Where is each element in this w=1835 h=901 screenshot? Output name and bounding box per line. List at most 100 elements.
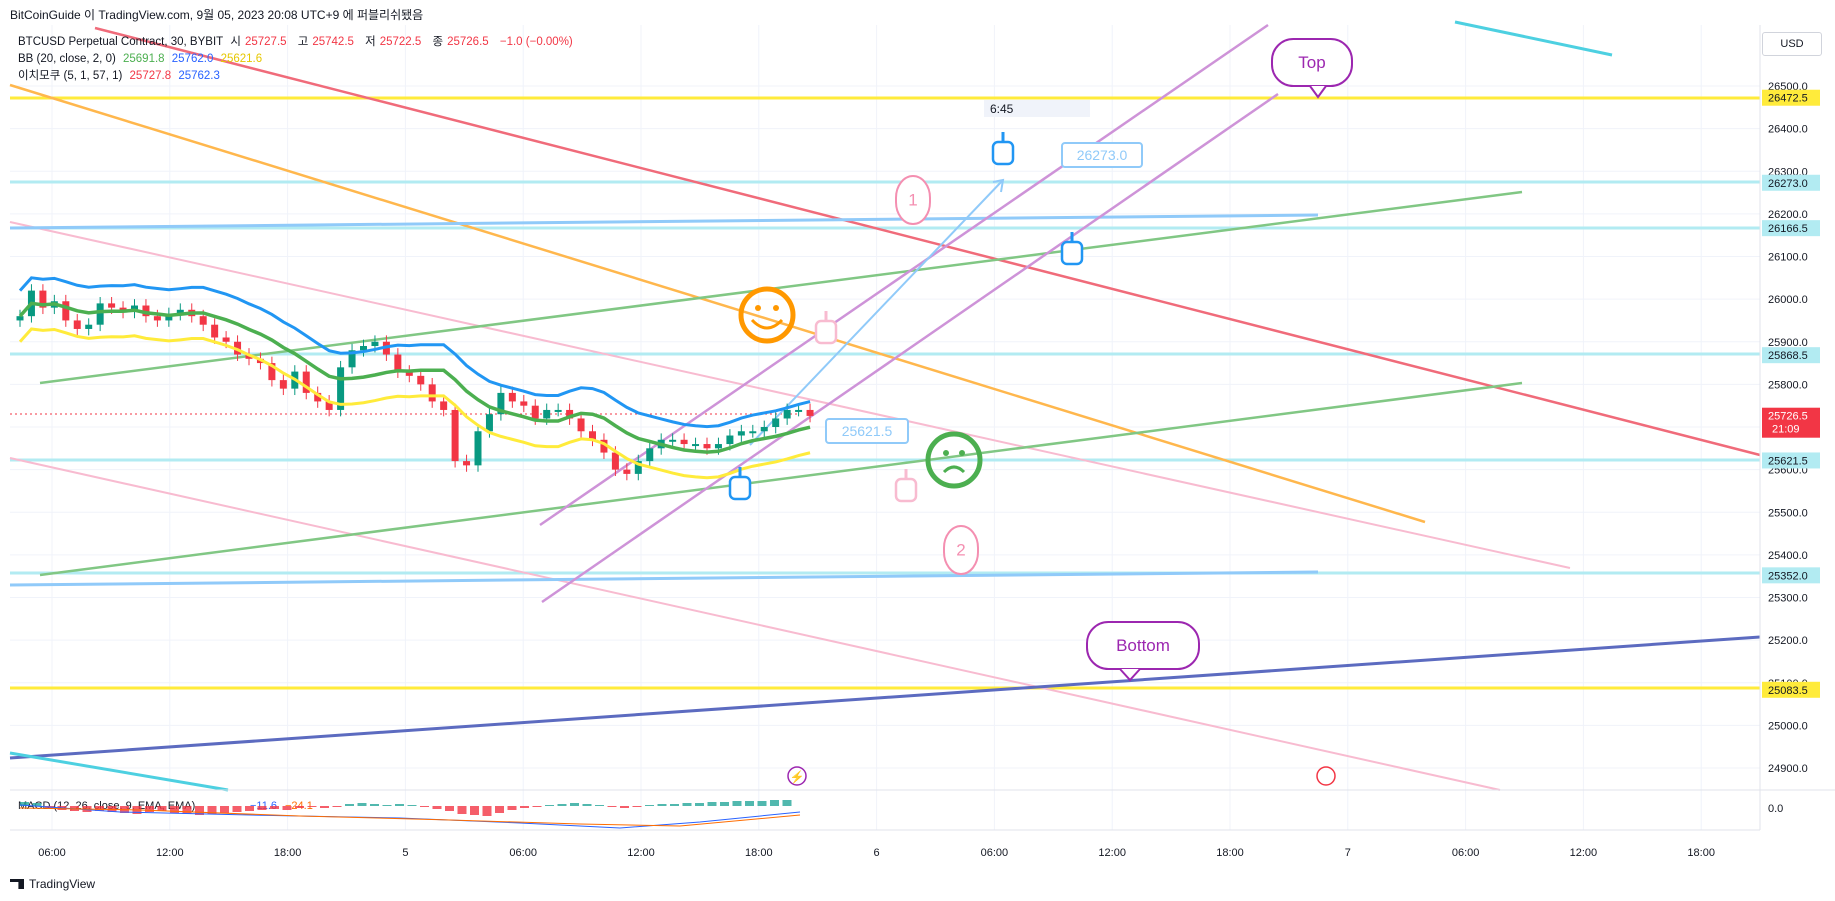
marker-one-label: 1 bbox=[908, 191, 917, 210]
candle-body bbox=[142, 305, 150, 317]
candle-body bbox=[680, 439, 688, 445]
marker-two-label: 2 bbox=[956, 541, 965, 560]
macd-histogram-bar bbox=[182, 806, 192, 814]
current-price-box bbox=[1762, 407, 1820, 438]
macd-histogram-bar bbox=[257, 806, 267, 810]
tradingview-logo-icon bbox=[10, 879, 24, 889]
event-lightning-glyph: ⚡ bbox=[790, 770, 805, 784]
bottom-callout-bubble bbox=[1086, 621, 1200, 670]
x-axis: 06:00 12:00 18:00 5 06:00 12:00 18:00 6 06:00 12:… bbox=[38, 847, 1715, 859]
sad-face-eye bbox=[959, 450, 965, 456]
candle-body bbox=[394, 354, 402, 372]
candle-body bbox=[531, 405, 539, 419]
macd-histogram-bar bbox=[170, 806, 179, 813]
candle-body bbox=[714, 444, 722, 449]
candle-body bbox=[520, 401, 528, 406]
candle-body bbox=[577, 418, 585, 432]
macd-histogram-bar bbox=[320, 806, 329, 808]
ohlc-high: 고 25742.5 bbox=[297, 36, 354, 48]
candle-body bbox=[474, 431, 482, 466]
red-trendline bbox=[94, 26, 1761, 457]
macd-histogram-bar bbox=[307, 806, 317, 807]
macd-histogram-bar bbox=[470, 806, 479, 815]
hand-pointer-icon bbox=[894, 477, 918, 503]
macd-histogram-bar bbox=[582, 804, 592, 806]
macd-histogram-bar bbox=[645, 805, 654, 806]
purple-channel-lower bbox=[541, 92, 1279, 604]
macd-histogram-bar bbox=[195, 806, 204, 815]
candle-body bbox=[405, 371, 413, 376]
marker-one-bubble bbox=[895, 175, 931, 225]
candle-body bbox=[611, 452, 619, 470]
price-label-box bbox=[1762, 567, 1820, 584]
y-tick-label: 26000.0 bbox=[1768, 294, 1808, 306]
macd-zero-label: 0.0 bbox=[1768, 803, 1783, 815]
macd-histogram-bar bbox=[770, 800, 779, 806]
macd-histogram-bar bbox=[382, 805, 392, 806]
y-tick-label: 25400.0 bbox=[1768, 550, 1808, 562]
time-label-box bbox=[984, 100, 1090, 117]
ichimoku-label: 이치모쿠 (5, 1, 57, 1) bbox=[18, 70, 123, 82]
target-upper-label: 26273.0 bbox=[1077, 147, 1128, 163]
candle-body bbox=[62, 301, 70, 321]
candle-body bbox=[176, 309, 184, 315]
y-tick-label: 25900.0 bbox=[1768, 337, 1808, 349]
x-tick-label: 06:00 bbox=[1452, 847, 1480, 859]
macd-histogram-bar bbox=[495, 806, 504, 813]
indicators bbox=[18, 276, 811, 480]
y-tick-label: 25300.0 bbox=[1768, 593, 1808, 605]
x-tick-label: 5 bbox=[402, 847, 408, 859]
macd-histogram-bar bbox=[670, 804, 679, 806]
macd-histogram-bar bbox=[782, 800, 792, 806]
macd-histogram-bar bbox=[620, 806, 629, 808]
y-tick-label: 25500.0 bbox=[1768, 507, 1808, 519]
blue-line-upper bbox=[9, 213, 1319, 230]
candle-body bbox=[245, 354, 253, 359]
currency-button[interactable]: USD bbox=[1762, 32, 1822, 56]
candle-body bbox=[508, 392, 516, 402]
time-label: 6:45 bbox=[990, 102, 1014, 116]
candle-body bbox=[96, 303, 104, 325]
happy-face-eye bbox=[755, 305, 761, 311]
macd-pane: MACD (12, 26, close, 9, EMA, EMA)−11.6−2… bbox=[18, 800, 1783, 829]
candle-body bbox=[485, 414, 493, 432]
top-callout-label: Top bbox=[1298, 53, 1325, 72]
macd-histogram-bar bbox=[407, 805, 417, 806]
candle-body bbox=[646, 448, 654, 462]
price-change: −1.0 (−0.00%) bbox=[499, 36, 573, 48]
macd-histogram-bar bbox=[95, 806, 104, 811]
macd-histogram-bar bbox=[682, 803, 692, 806]
chart-legend: BTCUSD Perpetual Contract, 30, BYBIT 시 25… bbox=[18, 34, 577, 85]
candle-body bbox=[600, 439, 608, 453]
price-label: 25868.5 bbox=[1768, 350, 1808, 362]
navy-support-line bbox=[9, 635, 1761, 760]
macd-histogram-bar bbox=[507, 806, 517, 810]
candle-body bbox=[211, 324, 219, 338]
price-label-box bbox=[1762, 681, 1820, 698]
price-label: 25621.5 bbox=[1768, 455, 1808, 467]
green-line-lower bbox=[39, 381, 1523, 577]
macd-histogram-bar bbox=[32, 803, 42, 806]
macd-histogram-bar bbox=[282, 806, 292, 810]
macd-histogram-bar bbox=[457, 806, 467, 814]
candle-body bbox=[85, 324, 93, 329]
candle-body bbox=[463, 461, 471, 466]
candle-body bbox=[783, 409, 791, 419]
macd-histogram-bar bbox=[695, 803, 704, 806]
sad-face-eye bbox=[943, 450, 949, 456]
candle-body bbox=[360, 346, 367, 351]
y-tick-label: 25200.0 bbox=[1768, 635, 1808, 647]
candle-body bbox=[692, 444, 700, 447]
macd-histogram-bar bbox=[20, 802, 29, 806]
macd-histogram-bar bbox=[532, 806, 542, 807]
x-tick-label: 18:00 bbox=[1216, 847, 1244, 859]
macd-histogram-bar bbox=[720, 802, 729, 806]
x-tick-label: 06:00 bbox=[509, 847, 537, 859]
x-tick-label: 18:00 bbox=[745, 847, 773, 859]
candle-body bbox=[417, 375, 425, 385]
candle-body bbox=[428, 384, 436, 402]
candle-body bbox=[806, 409, 814, 416]
macd-histogram-bar bbox=[657, 804, 667, 806]
publish-caption: BitCoinGuide 이 TradingView.com, 9월 05, 2… bbox=[10, 8, 424, 22]
